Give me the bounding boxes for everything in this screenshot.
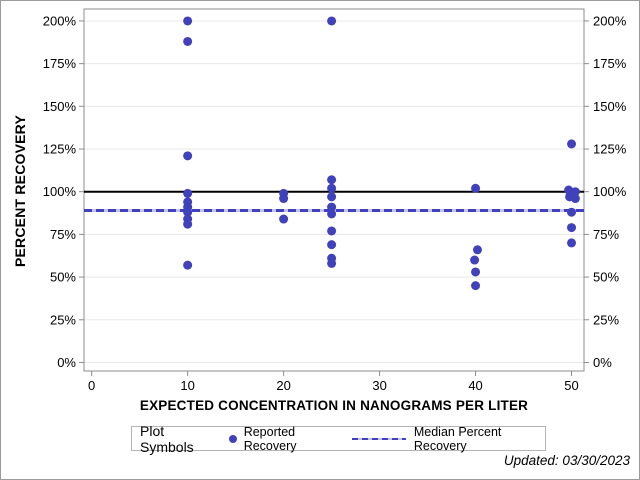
y-tick-label-right-150: 150% [593,99,627,114]
data-point [327,202,337,212]
data-point [327,175,337,185]
y-tick-label-right-0: 0% [593,355,612,370]
y-tick-label-left-150: 150% [43,99,77,114]
y-tick-label-left-200: 200% [43,13,77,28]
data-point [279,214,289,224]
legend-title: Plot Symbols [140,422,194,455]
y-tick-label-left-0: 0% [57,355,76,370]
data-point [183,207,193,217]
legend: Plot Symbols Reported Recovery Median Pe… [131,423,546,455]
x-tick-label-0: 0 [88,378,95,393]
data-point [327,183,337,193]
legend-entry-label: Reported Recovery [243,424,297,453]
y-tick-label-right-175: 175% [593,56,627,71]
data-point [327,226,337,236]
data-point [327,258,337,268]
y-tick-label-right-75: 75% [593,227,619,242]
plot-area-border [83,8,585,372]
x-axis-title: EXPECTED CONCENTRATION IN NANOGRAMS PER … [139,398,529,413]
x-tick-label-50: 50 [564,378,578,393]
data-point [327,240,337,250]
data-point [567,238,577,248]
data-point [183,219,193,229]
data-point [183,36,193,46]
x-tick-label-40: 40 [468,378,482,393]
data-point [570,187,580,197]
legend-entry-median-recovery: Median Percent Recovery [351,424,535,453]
y-tick-label-right-100: 100% [593,184,627,199]
data-point [471,183,481,193]
y-tick-label-left-25: 25% [50,312,76,327]
x-tick-label-10: 10 [180,378,194,393]
x-tick-label-30: 30 [372,378,386,393]
data-point [567,207,577,217]
data-point [279,194,289,204]
data-point [183,188,193,198]
y-tick-label-right-25: 25% [593,312,619,327]
data-point [570,194,580,204]
data-point [183,16,193,26]
y-tick-label-left-50: 50% [50,270,76,285]
y-tick-label-left-125: 125% [43,142,77,157]
y-tick-label-left-100: 100% [43,184,77,199]
y-tick-label-left-75: 75% [50,227,76,242]
data-point [327,16,337,26]
data-point [564,185,574,195]
x-tick-label-20: 20 [276,378,290,393]
y-tick-label-left-175: 175% [43,56,77,71]
data-point [183,151,193,161]
data-point [470,255,480,265]
dashed-line-icon [351,437,406,440]
dot-marker-icon [228,434,237,443]
data-point [327,209,337,219]
data-point [472,245,482,255]
y-tick-label-right-50: 50% [593,270,619,285]
updated-date-note: Updated: 03/30/2023 [503,453,630,468]
y-tick-label-right-125: 125% [593,142,627,157]
y-tick-label-right-200: 200% [593,13,627,28]
legend-entry-label: Median Percent Recovery [413,424,502,453]
data-point [183,260,193,270]
data-point [471,267,481,277]
data-point [567,223,577,233]
y-axis-title-text: PERCENT RECOVERY [12,114,28,268]
data-point [327,192,337,202]
data-point [471,281,481,291]
legend-entry-reported-recovery: Reported Recovery [228,424,338,453]
data-point [567,139,577,149]
